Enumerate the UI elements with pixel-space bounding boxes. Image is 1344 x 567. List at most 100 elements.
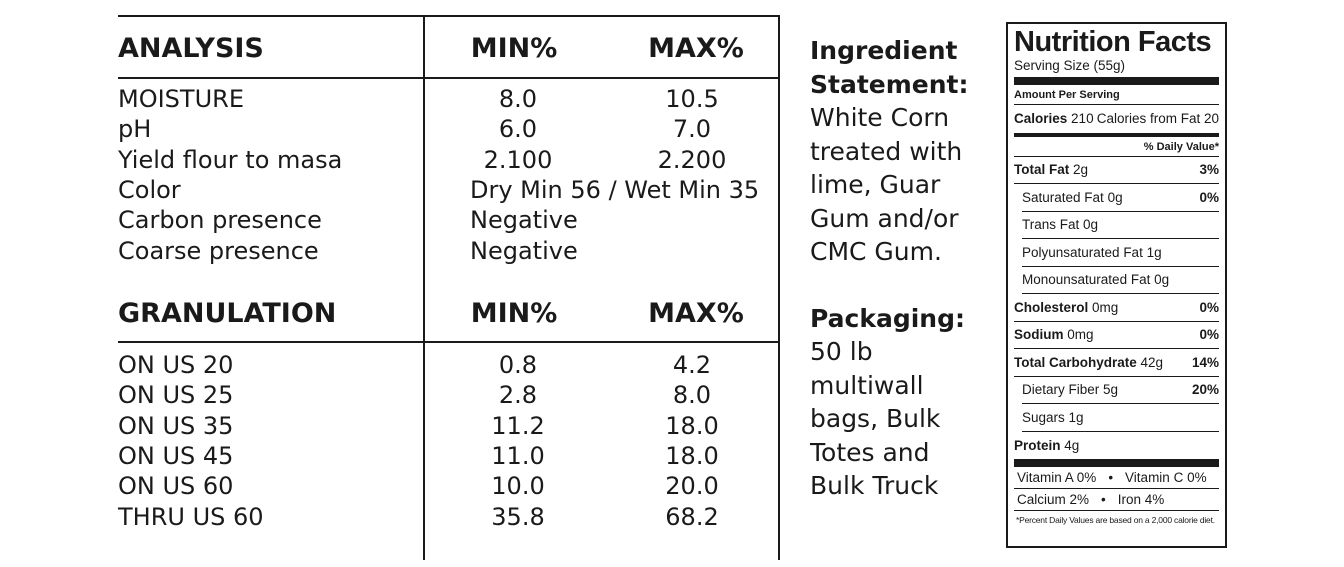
granulation-row-max: 18.0 <box>665 441 719 470</box>
granulation-row-min: 10.0 <box>491 472 545 501</box>
nutrient-label: Saturated Fat <box>1022 189 1104 205</box>
table-left-divider <box>423 15 425 560</box>
nutrient-amount: 0mg <box>1092 299 1119 315</box>
analysis-row-label: Carbon presence <box>118 206 322 235</box>
nutrient-amount: 0g <box>1107 189 1123 205</box>
ingredient-text-line: treated with <box>810 136 963 166</box>
nutrition-title: Nutrition Facts <box>1014 26 1212 58</box>
nutrient-row: Trans Fat 0g <box>1022 212 1219 239</box>
nutrient-name-cell: Total Carbohydrate 42g <box>1014 355 1163 370</box>
thick-rule <box>1014 459 1219 467</box>
nutrient-daily-value: 0% <box>1199 327 1219 343</box>
nutrient-row: Polyunsaturated Fat 1g <box>1022 239 1219 267</box>
analysis-row-label: Yield flour to masa <box>118 145 343 174</box>
nutrient-label: Total Carbohydrate <box>1014 354 1137 370</box>
nutrient-daily-value: 0% <box>1199 299 1219 315</box>
granulation-heading: GRANULATION <box>118 298 337 329</box>
calcium: Calcium 2% <box>1017 492 1090 507</box>
analysis-row-label: MOISTURE <box>118 85 244 113</box>
nutrient-name-cell: Polyunsaturated Fat 1g <box>1022 245 1162 260</box>
bullet-separator: • <box>1108 470 1114 485</box>
table-top-rule <box>118 15 780 17</box>
granulation-row-max: 68.2 <box>665 502 719 531</box>
nutrient-label: Sugars <box>1022 409 1065 425</box>
nutrient-label: Sodium <box>1014 327 1064 343</box>
packaging-text-line: 50 lb <box>810 337 873 366</box>
nutrient-amount: 1g <box>1146 244 1162 260</box>
nutrient-row: Protein 4g <box>1014 432 1219 460</box>
calories-from-fat: Calories from Fat 20 <box>1096 111 1219 127</box>
granulation-header-rule <box>118 341 780 343</box>
nutrient-label: Protein <box>1014 437 1061 453</box>
nutrient-rows: Total Fat 2g 3% Saturated Fat 0g 0% Trans Fa… <box>1014 157 1219 460</box>
calories-value: 210 <box>1071 111 1094 127</box>
spec-table: ANALYSIS MIN% MAX% MOISTURE 8.0 10.5 pH 6.0 7.0 Y… <box>118 15 780 560</box>
analysis-row-min: 2.100 <box>483 145 553 174</box>
packaging-text-line: multiwall <box>810 370 924 400</box>
nutrient-name-cell: Saturated Fat 0g <box>1022 190 1123 205</box>
nutrient-daily-value: 3% <box>1199 162 1219 178</box>
granulation-max-heading: MAX% <box>648 298 744 329</box>
ingredient-heading-line2: Statement: <box>810 69 969 99</box>
nutrient-name-cell: Monounsaturated Fat 0g <box>1022 272 1169 287</box>
granulation-row-max: 18.0 <box>665 411 719 440</box>
analysis-min-heading: MIN% <box>470 33 558 64</box>
analysis-row-label: Color <box>118 175 181 204</box>
nutrient-name-cell: Sugars 1g <box>1022 410 1084 425</box>
granulation-row-min: 35.8 <box>491 502 545 531</box>
analysis-row-label: Coarse presence <box>118 236 319 265</box>
analysis-row-value: Dry Min 56 / Wet Min 35 <box>470 175 760 204</box>
nutrient-label: Monounsaturated Fat <box>1022 272 1151 288</box>
granulation-row-label: ON US 60 <box>118 472 234 501</box>
nutrient-amount: 42g <box>1140 354 1164 370</box>
medium-rule <box>1014 132 1219 137</box>
granulation-row-label: ON US 45 <box>118 441 234 470</box>
nutrient-daily-value: 0% <box>1199 189 1219 205</box>
packaging-heading: Packaging: <box>810 303 965 333</box>
nutrient-name-cell: Sodium 0mg <box>1014 327 1094 342</box>
nutrient-amount: 5g <box>1103 382 1119 398</box>
granulation-row-label: ON US 25 <box>118 381 234 410</box>
calories-label: Calories <box>1014 111 1068 127</box>
nutrient-amount: 4g <box>1064 437 1080 453</box>
analysis-row-min: 6.0 <box>498 115 538 144</box>
calories-cell: Calories 210 <box>1014 111 1094 126</box>
nutrient-amount: 0mg <box>1067 327 1094 343</box>
nutrient-row: Cholesterol 0mg 0% <box>1014 294 1219 322</box>
vitamin-row: Vitamin A 0% • Vitamin C 0% <box>1014 467 1219 489</box>
packaging-text-line: Totes and <box>810 437 930 467</box>
nutrient-name-cell: Dietary Fiber 5g <box>1022 382 1118 397</box>
granulation-row-min: 11.2 <box>491 411 545 440</box>
footnote: *Percent Daily Values are based on a 2,0… <box>1016 515 1215 525</box>
analysis-row-max: 10.5 <box>665 85 719 113</box>
granulation-row-min: 2.8 <box>498 381 538 410</box>
mineral-row: Calcium 2% • Iron 4% <box>1014 489 1219 511</box>
nutrient-name-cell: Trans Fat 0g <box>1022 217 1098 232</box>
calories-row: Calories 210 Calories from Fat 20 <box>1014 105 1219 133</box>
vitamin-c: Vitamin C 0% <box>1125 470 1207 485</box>
analysis-header-rule <box>118 77 780 79</box>
serving-size: Serving Size (55g) <box>1014 58 1126 73</box>
nutrient-name-cell: Protein 4g <box>1014 438 1079 453</box>
nutrient-amount: 0g <box>1154 272 1170 288</box>
granulation-row-min: 0.8 <box>498 351 538 379</box>
nutrient-row: Dietary Fiber 5g 20% <box>1022 377 1219 404</box>
granulation-row-max: 4.2 <box>672 351 712 379</box>
nutrient-amount: 0g <box>1083 217 1099 233</box>
granulation-min-heading: MIN% <box>470 298 558 329</box>
daily-value-header: % Daily Value* <box>1014 137 1219 157</box>
ingredient-text-line: lime, Guar <box>810 170 941 199</box>
nutrient-amount: 2g <box>1073 162 1089 178</box>
ingredient-text-line: Gum and/or <box>810 203 959 233</box>
nutrient-label: Cholesterol <box>1014 299 1089 315</box>
granulation-row-max: 20.0 <box>665 472 719 501</box>
ingredient-column: Ingredient Statement: White Corn treated… <box>810 34 980 503</box>
packaging-text-line: bags, Bulk <box>810 404 941 433</box>
nutrient-row: Saturated Fat 0g 0% <box>1022 184 1219 212</box>
nutrient-label: Trans Fat <box>1022 217 1080 233</box>
nutrient-daily-value: 20% <box>1191 382 1219 398</box>
nutrient-amount: 1g <box>1068 409 1084 425</box>
granulation-row-label: ON US 35 <box>118 411 234 440</box>
granulation-row-min: 11.0 <box>491 441 545 470</box>
analysis-heading: ANALYSIS <box>118 33 264 64</box>
